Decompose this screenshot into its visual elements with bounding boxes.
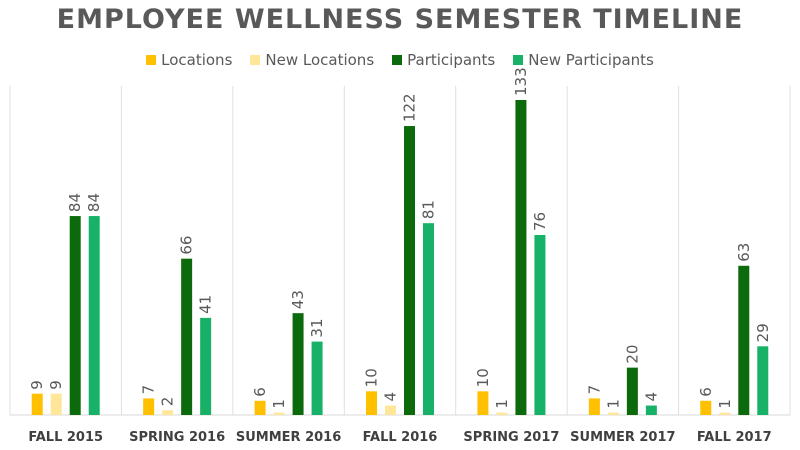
bar <box>719 412 731 415</box>
data-label: 7 <box>585 385 603 395</box>
bar <box>273 412 285 415</box>
legend-swatch <box>146 55 157 65</box>
data-label: 6 <box>251 387 269 397</box>
category-label: SPRING 2017 <box>463 430 559 445</box>
category-label: SUMMER 2017 <box>570 430 675 445</box>
bar <box>404 126 415 415</box>
data-label: 6 <box>697 387 715 397</box>
bar <box>534 235 546 415</box>
legend-label: New Locations <box>265 51 375 69</box>
data-label: 1 <box>493 399 511 409</box>
bar <box>607 412 619 415</box>
data-label: 9 <box>28 380 46 390</box>
bar <box>366 391 377 415</box>
bar <box>496 412 508 415</box>
bar <box>88 216 100 415</box>
bar <box>31 393 43 415</box>
data-label: 1 <box>716 399 734 409</box>
data-label: 10 <box>474 368 492 387</box>
bar <box>162 410 174 415</box>
legend-label: Participants <box>407 51 496 69</box>
data-label: 43 <box>289 290 307 309</box>
bar <box>515 100 527 415</box>
category-label: FALL 2017 <box>697 430 772 445</box>
category-label: SUMMER 2016 <box>236 430 341 445</box>
bar <box>50 393 62 415</box>
data-label: 122 <box>401 93 419 122</box>
legend-swatch <box>513 55 524 65</box>
bar <box>181 258 193 415</box>
category-label: FALL 2015 <box>28 430 103 445</box>
bar <box>200 317 212 415</box>
bar <box>292 313 304 415</box>
legend: Locations New Locations Participants New Pa… <box>0 51 800 69</box>
data-label: 76 <box>531 212 549 231</box>
data-label: 4 <box>642 392 660 402</box>
bar <box>69 216 81 415</box>
bar <box>385 405 396 415</box>
legend-swatch <box>250 55 261 65</box>
legend-item-2: Participants <box>392 51 495 69</box>
data-label: 84 <box>66 193 84 212</box>
data-label: 81 <box>420 200 438 219</box>
bar <box>477 391 489 415</box>
data-label: 20 <box>623 345 641 364</box>
data-label: 63 <box>735 243 753 262</box>
data-label: 9 <box>47 380 65 390</box>
legend-label: Locations <box>161 51 233 69</box>
data-label: 4 <box>382 392 400 402</box>
legend-item-1: New Locations <box>250 51 374 69</box>
legend-item-0: Locations <box>146 51 232 69</box>
data-label: 31 <box>308 318 326 337</box>
data-label: 41 <box>197 295 215 314</box>
bar <box>311 341 323 415</box>
chart-title: EMPLOYEE WELLNESS SEMESTER TIMELINE <box>56 4 744 35</box>
data-label: 7 <box>140 385 158 395</box>
legend-swatch <box>392 55 403 65</box>
legend-item-3: New Participants <box>513 51 654 69</box>
category-label: SPRING 2016 <box>129 430 225 445</box>
legend-label: New Participants <box>528 51 654 69</box>
bar <box>757 346 769 415</box>
bar <box>143 398 155 415</box>
data-label: 1 <box>604 399 622 409</box>
bar <box>645 405 657 415</box>
data-label: 10 <box>363 368 381 387</box>
data-label: 84 <box>85 193 103 212</box>
data-label: 29 <box>754 323 772 342</box>
bar <box>588 398 600 415</box>
bar <box>738 265 750 415</box>
bar <box>423 223 434 415</box>
bar <box>700 400 712 415</box>
data-label: 133 <box>512 67 530 96</box>
data-label: 1 <box>270 399 288 409</box>
data-label: 66 <box>178 236 196 255</box>
category-label: FALL 2016 <box>363 430 438 445</box>
bar <box>254 400 266 415</box>
bar <box>626 367 638 415</box>
data-label: 2 <box>159 397 177 407</box>
